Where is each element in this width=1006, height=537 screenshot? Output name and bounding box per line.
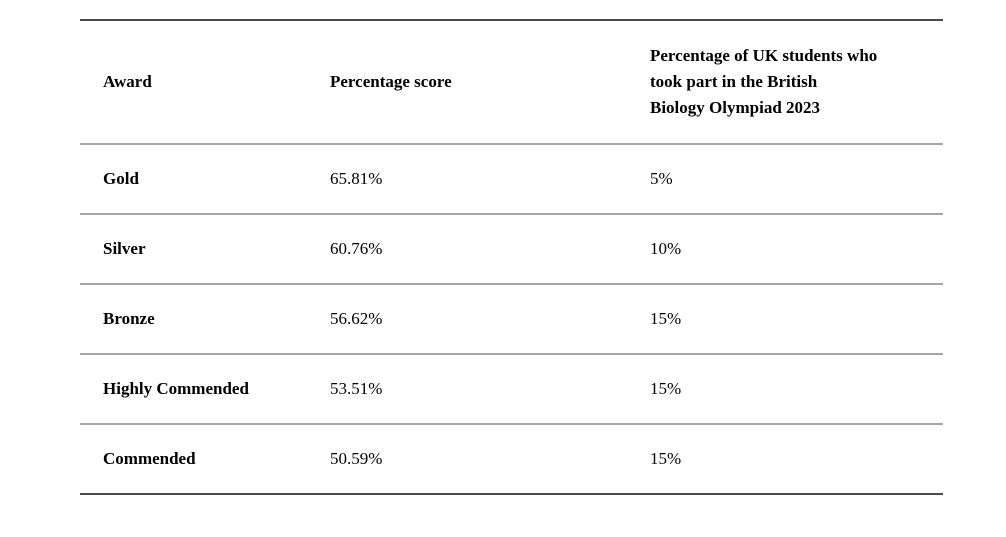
header-percentage-score: Percentage score [307,20,627,145]
award-cell: Gold [80,144,307,215]
uk-students-cell: 5% [627,144,943,215]
score-cell: 56.62% [307,284,627,355]
table-row-commended: Commended 50.59% 15% [80,424,943,494]
award-cell: Highly Commended [80,354,307,425]
uk-students-cell: 15% [627,284,943,355]
table-header: Award Percentage score Percentage of UK … [80,20,943,145]
award-cell: Commended [103,449,196,468]
table-body: Gold 65.81% 5% Silver 60.76% 10% Bronze … [80,144,943,494]
score-cell: 65.81% [307,144,627,215]
table-row-bronze: Bronze 56.62% 15% [80,284,943,355]
uk-students-cell: 15% [627,354,943,425]
score-cell: 50.59% [330,449,383,468]
award-cell: Bronze [80,284,307,355]
header-row: Award Percentage score Percentage of UK … [80,20,943,145]
table-row-gold: Gold 65.81% 5% [80,144,943,215]
header-award: Award [80,20,307,145]
header-uk-students: Percentage of UK students who took part … [627,20,943,145]
awards-table: Award Percentage score Percentage of UK … [80,19,943,495]
uk-students-cell: 15% [650,449,682,468]
score-cell: 60.76% [307,214,627,285]
award-cell: Silver [80,214,307,285]
table-row-highly-commended: Highly Commended 53.51% 15% [80,354,943,425]
table-row-silver: Silver 60.76% 10% [80,214,943,285]
uk-students-cell: 10% [627,214,943,285]
score-cell: 53.51% [307,354,627,425]
